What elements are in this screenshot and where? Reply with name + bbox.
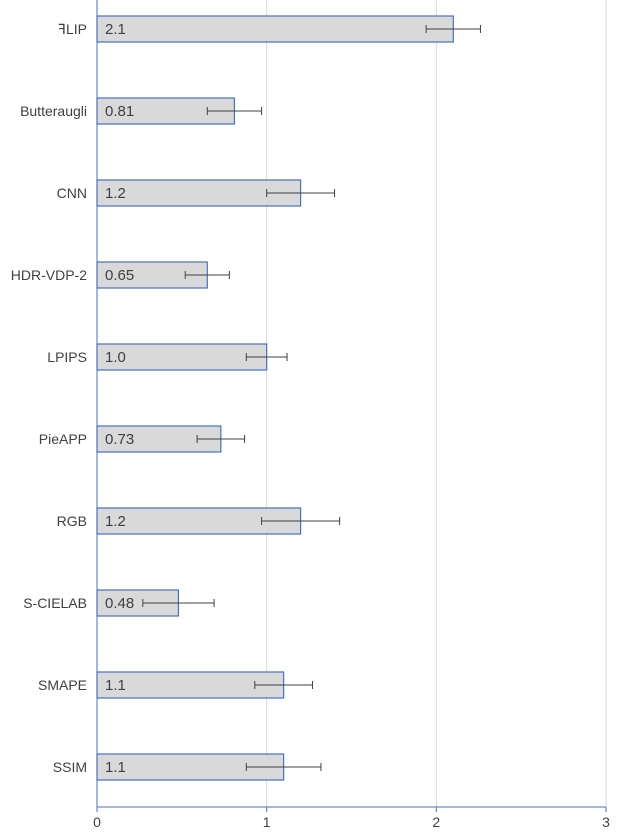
value-label: 2.1 (105, 21, 126, 38)
category-label: SSIM (53, 759, 87, 775)
labels: 0 1 2 3 ꟻLIP 2.1 Butteraugli 0.81 CNN 1.2 HDR-VDP-… (11, 21, 610, 830)
x-tick-label: 0 (93, 814, 101, 830)
value-label: 1.2 (105, 513, 126, 530)
category-label: CNN (57, 185, 87, 201)
category-label: ꟻLIP (58, 21, 87, 37)
bar (96, 343, 268, 371)
category-label: SMAPE (38, 677, 87, 693)
x-tick-label: 1 (263, 814, 271, 830)
category-label: HDR-VDP-2 (11, 267, 87, 283)
error-bars (142, 25, 481, 771)
axes (96, 0, 607, 812)
value-label: 0.65 (105, 267, 134, 284)
category-label: Butteraugli (20, 103, 87, 119)
value-label: 1.1 (105, 677, 126, 694)
value-label: 0.73 (105, 431, 134, 448)
category-label: LPIPS (47, 349, 87, 365)
grid-lines (266, 0, 607, 807)
category-label: PieAPP (39, 431, 87, 447)
x-tick-label: 3 (602, 814, 610, 830)
category-label: RGB (57, 513, 87, 529)
value-label: 0.48 (105, 595, 134, 612)
value-label: 1.0 (105, 349, 126, 366)
bar (96, 15, 454, 43)
bars (96, 15, 454, 781)
value-label: 1.2 (105, 185, 126, 202)
value-label: 0.81 (105, 103, 134, 120)
value-label: 1.1 (105, 759, 126, 776)
x-tick-label: 2 (432, 814, 440, 830)
category-label: S-CIELAB (23, 595, 87, 611)
